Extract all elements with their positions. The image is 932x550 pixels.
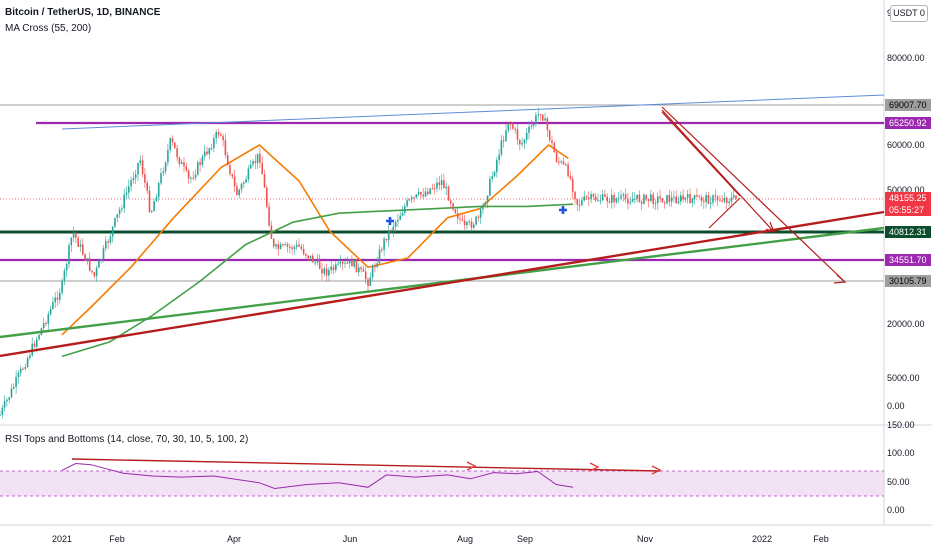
main-price-pane[interactable] xyxy=(0,94,885,419)
time-tick-label: Feb xyxy=(109,534,125,544)
rsi-tick-label: 150.00 xyxy=(887,420,915,430)
price-tag-label: 65250.92 xyxy=(889,118,927,128)
price-tag xyxy=(885,117,931,129)
rsi-tick-label: 50.00 xyxy=(887,477,910,487)
time-tick-label: Nov xyxy=(637,534,654,544)
time-tick-label: Feb xyxy=(813,534,829,544)
ma-cross-marker xyxy=(386,217,394,225)
price-tick-label: 80000.00 xyxy=(887,53,925,63)
price-tick-label: 5000.00 xyxy=(887,373,920,383)
price-tick-label: 50000.00 xyxy=(887,185,925,195)
rsi-line xyxy=(61,462,574,490)
rsi-pane[interactable] xyxy=(0,458,884,497)
time-tick-label: 2022 xyxy=(752,534,772,544)
price-tick-label: 60000.00 xyxy=(887,140,925,150)
bar-countdown: 05:55:27 xyxy=(889,205,924,215)
price-tag-label: 34551.70 xyxy=(889,255,927,265)
price-tag xyxy=(885,99,931,111)
rsi-band xyxy=(0,471,884,496)
price-tag-label: 30105.79 xyxy=(889,276,927,286)
price-tag xyxy=(885,254,931,266)
rsi-tick-label: 100.00 xyxy=(887,448,915,458)
price-tag xyxy=(885,275,931,287)
time-tick-label: 2021 xyxy=(52,534,72,544)
trendlines xyxy=(0,94,885,358)
ma-cross-label[interactable]: MA Cross (55, 200) xyxy=(5,23,92,34)
ma-55-line xyxy=(61,143,569,336)
price-tag xyxy=(885,226,931,238)
price-tag-label: 69007.70 xyxy=(889,100,927,110)
price-tick-label: 0.00 xyxy=(887,401,905,411)
time-tick-label: Sep xyxy=(517,534,533,544)
currency-button[interactable]: USDT 0 xyxy=(890,5,928,22)
rsi-trendline xyxy=(71,458,661,472)
rsi-tick-label: 0.00 xyxy=(887,505,905,515)
price-tick-label: 20000.00 xyxy=(887,319,925,329)
price-tag xyxy=(885,192,931,216)
time-tick-label: Apr xyxy=(227,534,241,544)
chart-title: Bitcoin / TetherUS, 1D, BINANCE xyxy=(5,7,161,18)
price-tag-label: 40812.31 xyxy=(889,227,927,237)
time-tick-label: Aug xyxy=(457,534,473,544)
rsi-indicator-label[interactable]: RSI Tops and Bottoms (14, close, 70, 30,… xyxy=(5,434,249,445)
ma-cross-marker xyxy=(559,206,567,214)
price-tag-label: 48155.25 xyxy=(889,193,927,203)
time-tick-label: Jun xyxy=(343,534,358,544)
candlestick-series xyxy=(0,107,737,419)
